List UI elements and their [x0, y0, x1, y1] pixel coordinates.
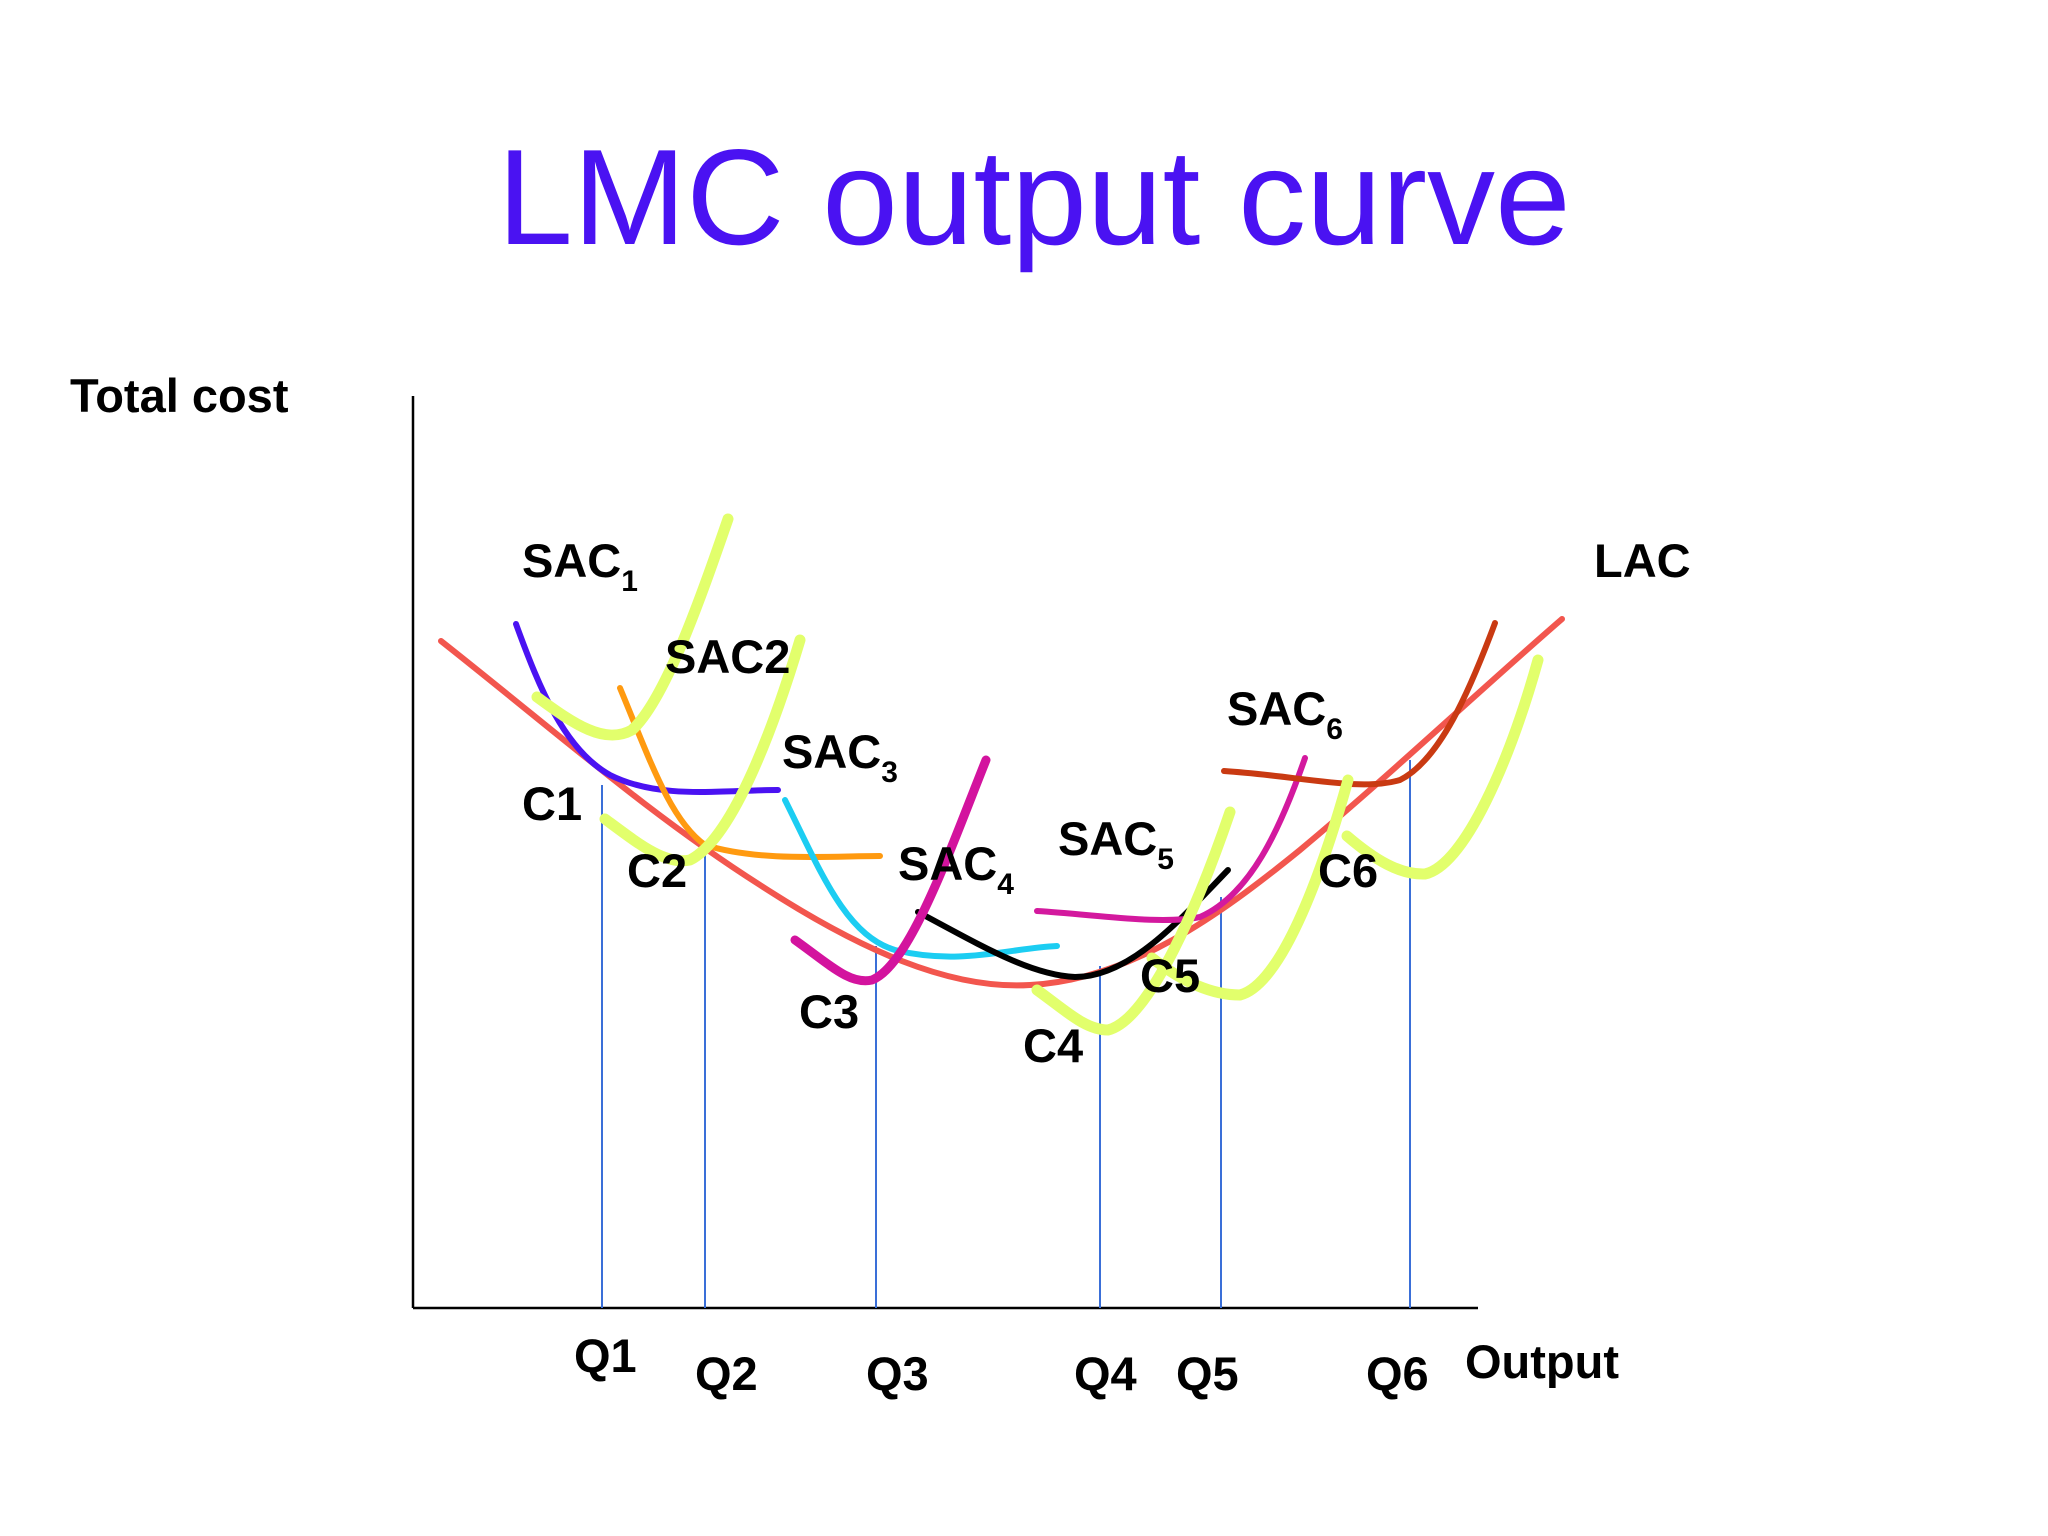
lac-curve — [438, 616, 1565, 989]
label-c4: C4 — [1023, 1019, 1083, 1072]
sac6-curve — [1221, 620, 1498, 788]
label-sac5: SAC5 — [1058, 812, 1174, 876]
lmc-segment-1 — [531, 513, 734, 741]
x-axis-label: Output — [1465, 1335, 1619, 1388]
sac1-curve — [513, 621, 781, 795]
label-q3: Q3 — [866, 1347, 929, 1400]
label-c6: C6 — [1318, 844, 1378, 897]
slide-title: LMC output curve — [497, 121, 1570, 273]
smc3-curve — [790, 755, 991, 986]
label-lac: LAC — [1594, 534, 1691, 587]
label-sac3: SAC3 — [782, 725, 898, 789]
lmc-segment-3 — [1031, 806, 1236, 1036]
label-c2: C2 — [627, 844, 687, 897]
label-c1: C1 — [522, 777, 582, 830]
label-q6: Q6 — [1366, 1347, 1429, 1400]
label-sac2: SAC2 — [665, 630, 790, 683]
lmc-segment-2 — [599, 634, 806, 867]
lmc-segment-5 — [1341, 654, 1544, 880]
label-c3: C3 — [799, 985, 859, 1038]
label-q2: Q2 — [695, 1347, 758, 1400]
label-sac4: SAC4 — [898, 837, 1014, 901]
label-sac6: SAC6 — [1227, 682, 1343, 746]
sac5-curve — [1034, 755, 1308, 923]
label-q5: Q5 — [1176, 1347, 1239, 1400]
label-q1: Q1 — [574, 1329, 637, 1382]
y-axis-label: Total cost — [70, 369, 289, 422]
label-q4: Q4 — [1074, 1347, 1137, 1400]
label-c5: C5 — [1140, 949, 1200, 1002]
label-sac1: SAC1 — [522, 534, 638, 598]
sac3-curve — [782, 797, 1060, 960]
lmc-segment-4 — [1146, 774, 1354, 1001]
